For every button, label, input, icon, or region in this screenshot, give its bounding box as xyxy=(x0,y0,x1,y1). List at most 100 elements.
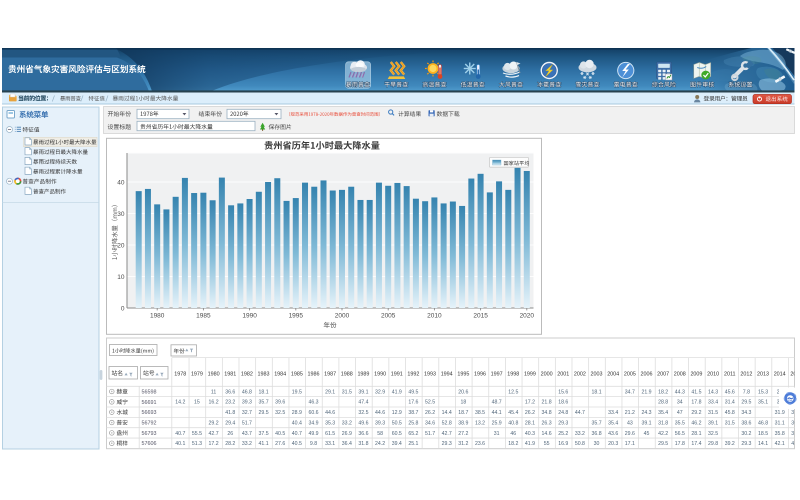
svg-text:40.3: 40.3 xyxy=(525,431,535,437)
svg-text:28.1: 28.1 xyxy=(691,431,701,437)
svg-text:18.7: 18.7 xyxy=(458,410,468,416)
svg-text:31.8: 31.8 xyxy=(658,420,668,426)
svg-text:35.7: 35.7 xyxy=(258,400,268,406)
svg-text:21.8: 21.8 xyxy=(542,400,552,406)
svg-text:31.4: 31.4 xyxy=(725,400,735,406)
svg-text:40.4: 40.4 xyxy=(292,420,302,426)
svg-text:29.5: 29.5 xyxy=(258,410,268,416)
svg-text:31.5: 31.5 xyxy=(342,389,352,395)
svg-text:23.2: 23.2 xyxy=(225,400,235,406)
svg-text:31.2: 31.2 xyxy=(458,441,468,447)
svg-text:38.7: 38.7 xyxy=(408,410,418,416)
svg-text:52.8: 52.8 xyxy=(442,420,452,426)
svg-text:34.7: 34.7 xyxy=(625,389,635,395)
svg-text:16.2: 16.2 xyxy=(209,400,219,406)
svg-text:1985: 1985 xyxy=(291,371,303,377)
svg-text:1995: 1995 xyxy=(289,313,304,320)
svg-text:32.5: 32.5 xyxy=(275,410,285,416)
svg-text:38.5: 38.5 xyxy=(475,410,485,416)
svg-text:56792: 56792 xyxy=(142,421,157,427)
svg-text:40.8: 40.8 xyxy=(508,420,518,426)
svg-text:14.1: 14.1 xyxy=(758,441,768,447)
svg-text:33.2: 33.2 xyxy=(342,420,352,426)
svg-text:47.4: 47.4 xyxy=(358,400,368,406)
svg-text:43: 43 xyxy=(627,420,633,426)
svg-text:31.5: 31.5 xyxy=(708,410,718,416)
svg-text:31.1: 31.1 xyxy=(775,420,785,426)
svg-text:44.7: 44.7 xyxy=(575,410,585,416)
svg-text:61.5: 61.5 xyxy=(325,431,335,437)
svg-text:25.1: 25.1 xyxy=(408,441,418,447)
svg-text:32.5: 32.5 xyxy=(358,410,368,416)
svg-text:46.8: 46.8 xyxy=(758,420,768,426)
svg-text:2002: 2002 xyxy=(574,371,586,377)
svg-text:31.5: 31.5 xyxy=(791,410,800,416)
svg-text:40.7: 40.7 xyxy=(292,431,302,437)
svg-text:26: 26 xyxy=(227,431,233,437)
svg-text:39.3: 39.3 xyxy=(375,420,385,426)
svg-text:40: 40 xyxy=(117,179,125,186)
svg-text:55: 55 xyxy=(544,441,550,447)
svg-text:1994: 1994 xyxy=(441,371,453,377)
svg-text:51.7: 51.7 xyxy=(425,431,435,437)
svg-text:56693: 56693 xyxy=(142,410,157,416)
svg-text:18.2: 18.2 xyxy=(658,389,668,395)
svg-text:30: 30 xyxy=(117,211,125,218)
svg-text:34.8: 34.8 xyxy=(542,410,552,416)
svg-text:32.9: 32.9 xyxy=(375,389,385,395)
svg-text:0: 0 xyxy=(121,305,125,312)
svg-text:2011: 2011 xyxy=(724,371,736,377)
svg-text:43.7: 43.7 xyxy=(242,431,252,437)
svg-text:2003: 2003 xyxy=(591,371,603,377)
svg-text:20.3: 20.3 xyxy=(608,441,618,447)
svg-text:21.2: 21.2 xyxy=(625,410,635,416)
svg-text:35.1: 35.1 xyxy=(758,400,768,406)
svg-text:1987: 1987 xyxy=(324,371,336,377)
svg-text:37.5: 37.5 xyxy=(258,431,268,437)
svg-text:41.1: 41.1 xyxy=(258,441,268,447)
svg-text:52.5: 52.5 xyxy=(425,400,435,406)
svg-text:29.5: 29.5 xyxy=(658,441,668,447)
svg-text:24.2: 24.2 xyxy=(375,441,385,447)
svg-text:2004: 2004 xyxy=(607,371,619,377)
svg-text:49.6: 49.6 xyxy=(358,420,368,426)
svg-text:24.8: 24.8 xyxy=(558,410,568,416)
svg-text:10: 10 xyxy=(117,274,125,281)
svg-text:14.4: 14.4 xyxy=(442,410,452,416)
svg-text:33.4: 33.4 xyxy=(608,410,618,416)
svg-text:33.1: 33.1 xyxy=(325,441,335,447)
svg-text:29.5: 29.5 xyxy=(741,400,751,406)
svg-text:17.2: 17.2 xyxy=(525,400,535,406)
svg-text:46.3: 46.3 xyxy=(308,400,318,406)
svg-text:1997: 1997 xyxy=(491,371,503,377)
svg-text:35.5: 35.5 xyxy=(675,420,685,426)
svg-text:40.5: 40.5 xyxy=(275,431,285,437)
svg-text:31.8: 31.8 xyxy=(358,441,368,447)
svg-text:30: 30 xyxy=(594,441,600,447)
svg-text:40.7: 40.7 xyxy=(175,431,185,437)
svg-text:2007: 2007 xyxy=(657,371,669,377)
svg-text:14.6: 14.6 xyxy=(542,431,552,437)
svg-text:41.9: 41.9 xyxy=(525,441,535,447)
svg-text:12.9: 12.9 xyxy=(392,410,402,416)
svg-text:18: 18 xyxy=(460,400,466,406)
svg-text:2015: 2015 xyxy=(790,371,800,377)
svg-text:42.2: 42.2 xyxy=(658,431,668,437)
svg-text:2020: 2020 xyxy=(520,313,535,320)
svg-text:2000: 2000 xyxy=(541,371,553,377)
svg-text:29.2: 29.2 xyxy=(691,410,701,416)
svg-text:2000: 2000 xyxy=(335,313,350,320)
svg-text:1984: 1984 xyxy=(274,371,286,377)
svg-text:47: 47 xyxy=(677,410,683,416)
svg-text:49.9: 49.9 xyxy=(308,431,318,437)
svg-text:18.6: 18.6 xyxy=(558,400,568,406)
svg-text:31: 31 xyxy=(494,431,500,437)
svg-text:29.8: 29.8 xyxy=(708,441,718,447)
svg-text:60.5: 60.5 xyxy=(392,431,402,437)
svg-text:44.3: 44.3 xyxy=(675,389,685,395)
svg-text:56598: 56598 xyxy=(142,389,157,395)
svg-text:43.6: 43.6 xyxy=(608,431,618,437)
svg-text:1979: 1979 xyxy=(191,371,203,377)
svg-text:1983: 1983 xyxy=(258,371,270,377)
svg-text:35.8: 35.8 xyxy=(791,431,800,437)
